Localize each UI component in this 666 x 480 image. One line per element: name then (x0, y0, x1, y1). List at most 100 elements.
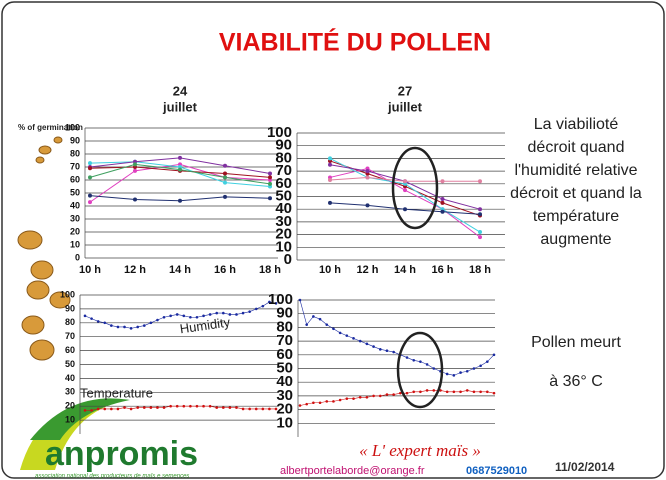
point (459, 390, 462, 394)
point (312, 401, 315, 405)
point (178, 198, 182, 203)
point (478, 179, 482, 184)
point (403, 207, 407, 212)
point (142, 406, 146, 409)
point (412, 358, 416, 362)
point (248, 407, 251, 411)
point (440, 179, 445, 184)
point (261, 407, 265, 411)
point (305, 402, 308, 406)
y-tick-label: 30 (275, 213, 292, 230)
point (345, 397, 349, 400)
point (328, 162, 332, 167)
chart-title: juillet (387, 99, 423, 114)
y-tick-label: 20 (276, 401, 293, 418)
point (189, 315, 192, 319)
y-tick-label: 10 (70, 239, 80, 249)
y-tick-label: 60 (65, 345, 75, 355)
point (90, 409, 93, 412)
point (182, 404, 186, 408)
point (325, 400, 329, 403)
point (385, 393, 389, 396)
y-tick-label: 100 (267, 124, 292, 141)
chart-title: 24 (173, 83, 188, 98)
point (392, 393, 395, 396)
y-tick-label: 60 (70, 174, 80, 184)
point (149, 321, 153, 325)
point (268, 181, 272, 186)
point (332, 327, 335, 331)
point (83, 409, 87, 412)
x-tick-label: 16 h (431, 264, 453, 276)
x-tick-label: 12 h (356, 264, 378, 276)
point (182, 314, 186, 318)
point (116, 325, 120, 329)
point (223, 180, 227, 185)
point (325, 323, 329, 326)
y-tick-label: 60 (275, 175, 292, 192)
y-tick-label: 90 (65, 303, 75, 313)
y-tick-label: 40 (70, 200, 80, 210)
y-tick-label: 10 (275, 238, 292, 255)
point (136, 325, 139, 329)
point (235, 406, 238, 409)
point (399, 391, 402, 395)
point (365, 395, 369, 399)
point (156, 318, 159, 322)
point (116, 407, 120, 411)
point (440, 200, 445, 205)
point (486, 390, 489, 394)
point (88, 193, 92, 198)
point (345, 334, 349, 337)
point (312, 315, 315, 318)
point (365, 203, 370, 208)
point (318, 317, 322, 321)
point (254, 307, 258, 311)
point (365, 175, 370, 180)
point (328, 200, 332, 205)
point (110, 324, 113, 327)
point (358, 395, 362, 399)
kernels (17, 136, 71, 361)
point (478, 207, 482, 212)
point (133, 162, 137, 167)
y-tick-label: 70 (275, 162, 292, 179)
point (133, 168, 137, 173)
point (452, 390, 456, 394)
point (440, 209, 445, 214)
point (156, 406, 159, 409)
point (195, 315, 199, 319)
point (129, 407, 133, 411)
point (169, 404, 172, 408)
point (478, 235, 482, 240)
point (223, 175, 227, 180)
point (208, 404, 212, 408)
point (305, 323, 308, 326)
point (178, 167, 182, 172)
point (465, 389, 469, 392)
note-line: décroit quand (528, 139, 625, 156)
y-tick-label: 50 (275, 187, 292, 204)
x-tick-label: 18 h (259, 264, 281, 276)
point (405, 356, 409, 359)
point (486, 360, 489, 363)
y-tick-label: 60 (276, 346, 293, 363)
point (110, 407, 113, 411)
point (133, 197, 137, 202)
x-tick-label: 12 h (124, 264, 146, 276)
point (123, 406, 126, 409)
point (459, 371, 462, 374)
point (274, 302, 278, 305)
point (222, 311, 225, 315)
point (103, 321, 107, 325)
point (215, 406, 219, 409)
x-tick-label: 10 h (79, 264, 101, 276)
point (149, 406, 153, 409)
y-tick-label: 0 (284, 251, 292, 268)
point (332, 400, 335, 403)
point (223, 171, 227, 176)
point (432, 389, 436, 392)
y-tick-label: 90 (70, 135, 80, 145)
point (83, 314, 87, 318)
y-tick-label: 90 (275, 137, 292, 154)
